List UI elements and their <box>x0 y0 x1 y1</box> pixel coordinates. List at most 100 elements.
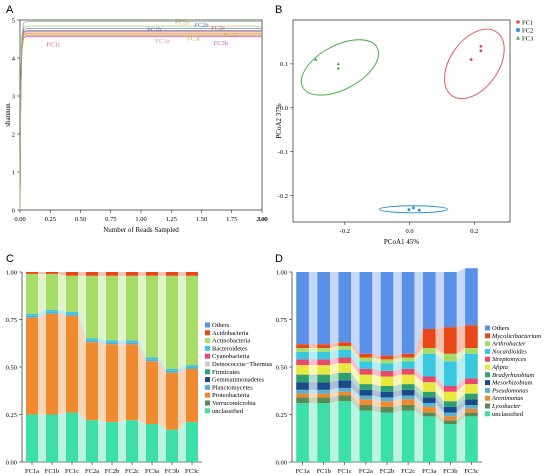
bar-segment <box>166 272 178 276</box>
legend-swatch <box>205 384 210 390</box>
bar-segment <box>166 372 178 430</box>
flow-band <box>393 399 402 407</box>
flow-band <box>414 410 423 462</box>
bar-segment <box>296 359 309 366</box>
legend-label: Afipia <box>491 364 508 371</box>
curve-label: FC3c <box>187 36 201 43</box>
bar-segment <box>465 325 478 348</box>
bar-segment <box>338 346 352 350</box>
bar-segment <box>26 317 38 415</box>
bar-segment <box>66 313 78 316</box>
bar-segment <box>465 416 478 462</box>
flow-band <box>118 275 126 341</box>
flow-band <box>308 389 318 394</box>
x-tick-label: 1.75 <box>226 216 237 223</box>
bar-segment <box>444 412 457 417</box>
bar-segment <box>126 275 138 341</box>
bar-segment <box>465 384 478 394</box>
flow-band <box>414 384 423 398</box>
data-point <box>479 44 483 48</box>
bar-segment <box>317 359 330 366</box>
legend-swatch <box>485 372 490 378</box>
bar-segment <box>317 389 330 394</box>
bar-segment <box>359 374 373 385</box>
flow-band <box>158 359 166 373</box>
flow-band <box>435 382 444 402</box>
legend-label: unclassified <box>492 411 524 418</box>
bar-segment <box>338 272 352 343</box>
bar-segment <box>146 357 158 360</box>
bar-segment <box>359 395 373 400</box>
bar-segment <box>338 363 352 373</box>
flow-band <box>98 342 106 423</box>
legend-label: Lysobacter <box>491 403 521 410</box>
flow-band <box>393 405 402 413</box>
x-tick-label: FC1a <box>25 468 39 475</box>
flow-band <box>372 399 381 407</box>
bar-segment <box>296 397 309 404</box>
flow-band <box>118 344 126 423</box>
flow-band <box>351 395 360 411</box>
x-tick-label: FC1a <box>296 468 310 475</box>
genus-stacked-bar-chart: 0.00 0.25 0.50 0.75 1.00 FC1a FC1b FC1c FC2a FC2b… <box>276 268 541 475</box>
bar-segment <box>166 429 178 462</box>
bar-segment <box>106 344 118 423</box>
bar-segment <box>317 382 330 390</box>
flow-band <box>330 342 339 348</box>
flow-band <box>178 422 186 462</box>
y-tick-label: 0.75 <box>276 317 287 324</box>
bar-segment <box>422 406 436 413</box>
flow-band <box>414 405 423 417</box>
flow-band <box>351 272 360 354</box>
flow-band <box>393 357 402 364</box>
flow-band <box>178 272 186 276</box>
flow-band <box>351 357 360 375</box>
flow-band <box>351 349 360 369</box>
flow-band <box>58 311 66 316</box>
flow-band <box>351 363 360 385</box>
x-tick-label: FC2a <box>359 468 373 475</box>
flow-band <box>435 403 444 417</box>
flow-band <box>330 380 339 390</box>
bar-segment <box>186 272 198 276</box>
bar-segment <box>359 410 373 462</box>
x-tick-label: FC2c <box>125 468 139 475</box>
y-tick-label: 4 <box>12 55 16 62</box>
flow-band <box>330 387 339 394</box>
legend-swatch <box>205 345 210 351</box>
bar-segment <box>444 420 457 424</box>
flow-band <box>38 273 46 314</box>
legend-swatch <box>205 353 210 359</box>
flow-band <box>138 272 146 276</box>
flow-band <box>414 368 423 383</box>
flow-band <box>372 272 381 356</box>
bar-segment <box>86 275 98 339</box>
curve-label: FC3b <box>214 40 228 47</box>
data-point <box>418 208 421 212</box>
x-tick-label: FC2b <box>105 468 119 475</box>
legend-label: Others <box>492 325 510 332</box>
flow-band <box>38 310 46 316</box>
flow-band <box>351 380 360 396</box>
bar-segment <box>465 393 478 400</box>
flow-band <box>456 325 466 354</box>
flow-band <box>308 403 318 462</box>
data-point <box>336 66 340 70</box>
bar-segment <box>444 401 457 407</box>
flow-band <box>178 367 186 373</box>
flow-band <box>308 374 318 383</box>
y-axis-title: shannon <box>4 103 12 127</box>
flow-band <box>435 348 444 362</box>
bar-segment <box>296 403 309 462</box>
bar-segment <box>422 272 436 329</box>
flow-band <box>138 342 146 362</box>
bar-segment <box>166 275 178 369</box>
flow-band <box>58 272 66 276</box>
bar-segment <box>86 420 98 462</box>
bar-segment <box>380 397 394 402</box>
flow-band <box>435 272 444 329</box>
bar-segment <box>444 353 457 362</box>
flow-band <box>138 340 146 360</box>
legend-swatch <box>485 325 490 331</box>
bar-segment <box>444 327 457 354</box>
